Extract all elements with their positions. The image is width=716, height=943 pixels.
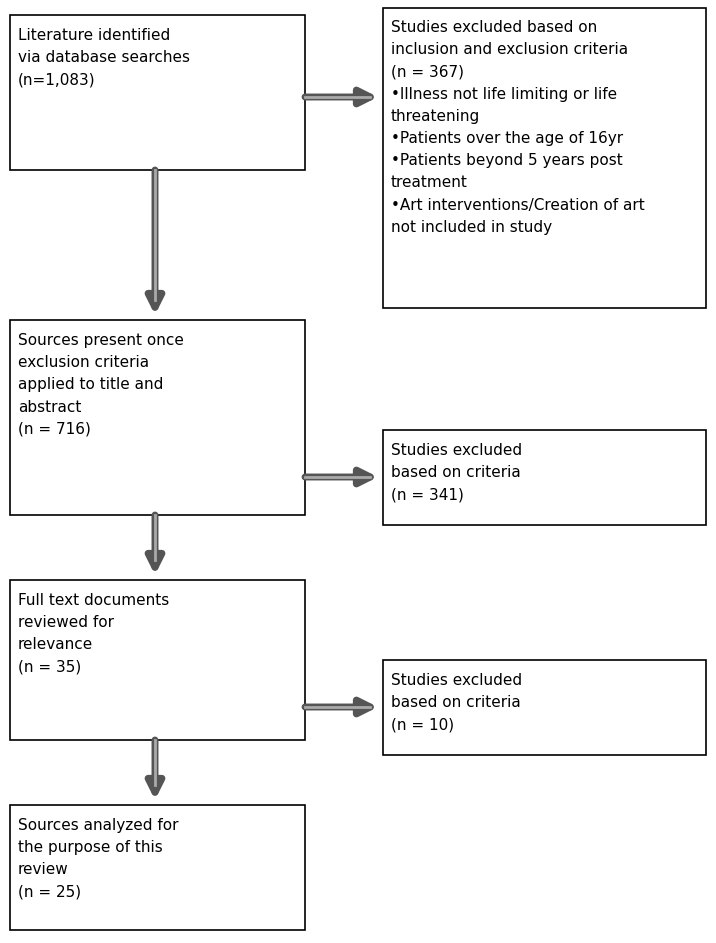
Text: Studies excluded
based on criteria
(n = 10): Studies excluded based on criteria (n = … <box>391 673 522 733</box>
Text: Studies excluded based on
inclusion and exclusion criteria
(n = 367)
•Illness no: Studies excluded based on inclusion and … <box>391 20 644 235</box>
Text: Literature identified
via database searches
(n=1,083): Literature identified via database searc… <box>18 28 190 88</box>
Text: Studies excluded
based on criteria
(n = 341): Studies excluded based on criteria (n = … <box>391 443 522 503</box>
Bar <box>10 580 305 740</box>
Text: Sources analyzed for
the purpose of this
review
(n = 25): Sources analyzed for the purpose of this… <box>18 818 178 900</box>
Bar <box>383 660 706 755</box>
Bar <box>10 15 305 170</box>
Bar <box>383 430 706 525</box>
Text: Full text documents
reviewed for
relevance
(n = 35): Full text documents reviewed for relevan… <box>18 593 169 674</box>
Bar <box>10 320 305 515</box>
Text: Sources present once
exclusion criteria
applied to title and
abstract
(n = 716): Sources present once exclusion criteria … <box>18 333 184 437</box>
Bar <box>10 805 305 930</box>
Bar <box>383 8 706 308</box>
